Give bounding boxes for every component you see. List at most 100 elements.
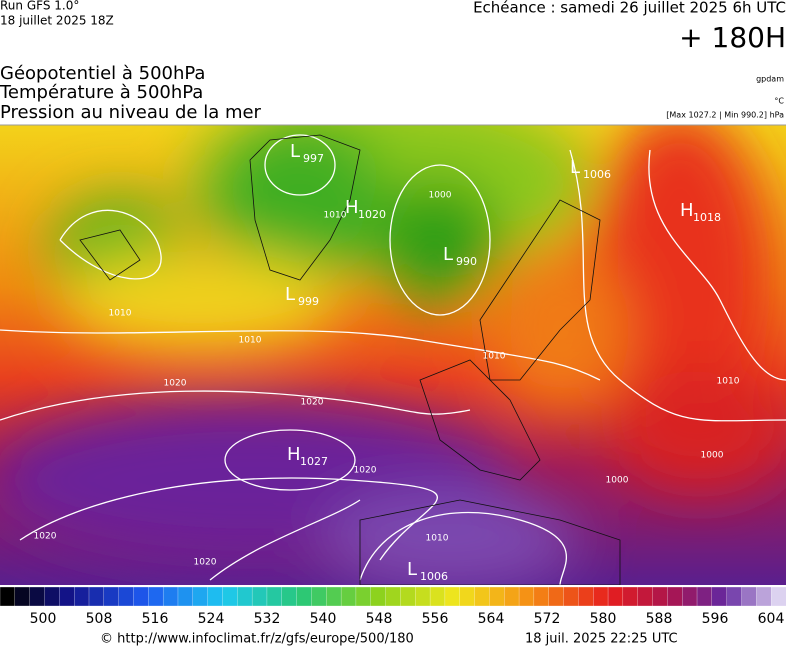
footer-url: © http://www.infoclimat.fr/z/gfs/europe/… — [100, 632, 414, 647]
unit-pressure: [Max 1027.2 | Min 990.2] hPa — [666, 111, 784, 120]
colorbar-label: 524 — [198, 611, 225, 627]
colorbar-swatch — [296, 586, 313, 607]
center-letter: H — [345, 197, 359, 218]
isobar-label: 1010 — [717, 377, 740, 387]
colorbar: 500 508 516 524 532 540 548 556 564 572 580 588 596 6… — [0, 586, 786, 627]
run-date: 18 juillet 2025 18Z — [0, 14, 114, 28]
center-value: 1018 — [693, 211, 721, 224]
colorbar-swatch — [207, 586, 224, 607]
colorbar-swatch — [88, 586, 105, 607]
unit-gpdam: gpdam — [756, 75, 784, 84]
colorbar-swatch — [133, 586, 149, 607]
colorbar-label: 500 — [30, 611, 57, 627]
colorbar-swatch — [756, 586, 772, 607]
isobar-label: 1010 — [426, 534, 449, 544]
center-value: 1027 — [300, 455, 328, 468]
colorbar-swatch — [548, 586, 565, 607]
center-value: 999 — [298, 295, 319, 308]
isobar-label: 1000 — [701, 451, 724, 461]
colorbar-label: 596 — [702, 611, 729, 627]
colorbar-swatch — [652, 586, 669, 607]
colorbar-swatch — [667, 586, 683, 607]
colorbar-label: 508 — [86, 611, 113, 627]
colorbar-swatch — [489, 586, 505, 607]
isobar-label: 1000 — [429, 191, 452, 201]
colorbar-swatch — [593, 586, 609, 607]
center-value: 990 — [456, 255, 477, 268]
isobar-labels: 1010 1000 1010 1010 1020 1020 1010 1010 1020 1020… — [34, 191, 740, 568]
colorbar-swatch — [340, 586, 357, 607]
colorbar-swatch — [266, 586, 283, 607]
isobar-label: 1010 — [109, 309, 132, 319]
center-letter: L — [443, 244, 453, 265]
colorbar-swatch — [222, 586, 238, 607]
colorbar-swatch — [474, 586, 491, 607]
colorbar-swatch — [29, 586, 46, 607]
colorbar-label: 580 — [590, 611, 617, 627]
center-letter: H — [287, 444, 301, 465]
colorbar-swatch — [607, 586, 624, 607]
footer-time: 18 juil. 2025 22:25 UTC — [525, 632, 678, 647]
colorbar-swatch — [192, 586, 209, 607]
colorbar-swatch — [281, 586, 298, 607]
center-value: 997 — [303, 152, 324, 165]
colorbar-swatch — [59, 586, 75, 607]
colorbar-swatch — [415, 586, 431, 607]
center-letter: L — [290, 141, 300, 162]
colorbar-swatch — [518, 586, 535, 607]
colorbar-swatch — [741, 586, 757, 607]
colorbar-swatch — [726, 586, 743, 607]
echeance: Echéance : samedi 26 juillet 2025 6h UTC — [473, 0, 786, 17]
colorbar-swatch — [696, 586, 713, 607]
colorbar-swatch — [385, 586, 402, 607]
center-letter: H — [680, 200, 694, 221]
isobar-label: 1010 — [239, 336, 262, 346]
map — [0, 125, 786, 585]
title-temperature: Température à 500hPa — [0, 82, 203, 103]
colorbar-swatch — [118, 586, 135, 607]
run-label: Run GFS 1.0° — [0, 0, 79, 13]
center-letter: L — [570, 157, 580, 178]
center-letter: L — [407, 559, 417, 580]
colorbar-swatch — [0, 586, 16, 607]
colorbar-swatch — [444, 586, 461, 607]
center-value: 1006 — [420, 570, 448, 583]
colorbar-swatch — [326, 586, 342, 607]
colorbar-swatch — [74, 586, 90, 607]
colorbar-label: 556 — [422, 611, 449, 627]
colorbar-swatch — [429, 586, 446, 607]
isobar-label: 1020 — [354, 466, 377, 476]
colorbar-swatch — [14, 586, 31, 607]
colorbar-swatch — [771, 586, 786, 607]
title-geopotential: Géopotentiel à 500hPa — [0, 63, 205, 84]
isobar-label: 1010 — [483, 352, 506, 362]
isobar-label: 1010 — [324, 211, 347, 221]
isobar-label: 1000 — [606, 476, 629, 486]
colorbar-swatch — [563, 586, 580, 607]
isobar-label: 1020 — [301, 398, 324, 408]
center-value: 1020 — [358, 208, 386, 221]
lead-time: + 180H — [679, 21, 786, 54]
colorbar-label: 548 — [366, 611, 393, 627]
colorbar-label: 588 — [646, 611, 673, 627]
colorbar-swatch — [251, 586, 268, 607]
colorbar-swatch — [355, 586, 372, 607]
title-pressure: Pression au niveau de la mer — [0, 102, 262, 123]
colorbar-swatch — [711, 586, 728, 607]
colorbar-label: 564 — [478, 611, 505, 627]
colorbar-swatch — [44, 586, 60, 607]
isobar-label: 1020 — [194, 558, 217, 568]
colorbar-swatch — [103, 586, 120, 607]
colorbar-swatch — [622, 586, 639, 607]
isobar-label: 1020 — [34, 532, 57, 542]
colorbar-swatch — [637, 586, 654, 607]
isobar-label: 1020 — [164, 379, 187, 389]
colorbar-label: 516 — [142, 611, 169, 627]
colorbar-label: 604 — [758, 611, 785, 627]
colorbar-swatch — [400, 586, 416, 607]
colorbar-swatch — [504, 586, 520, 607]
colorbar-swatch — [459, 586, 476, 607]
colorbar-swatch — [148, 586, 164, 607]
